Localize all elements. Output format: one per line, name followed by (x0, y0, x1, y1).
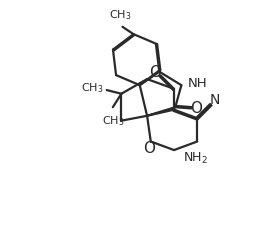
Text: O: O (190, 101, 202, 116)
Text: CH$_3$: CH$_3$ (108, 9, 131, 22)
Text: NH: NH (187, 77, 206, 91)
Text: N: N (209, 93, 219, 107)
Text: CH$_3$: CH$_3$ (101, 114, 123, 128)
Text: NH$_2$: NH$_2$ (182, 151, 207, 166)
Text: O: O (142, 141, 154, 156)
Text: O: O (149, 66, 161, 80)
Text: CH$_3$: CH$_3$ (81, 81, 103, 95)
